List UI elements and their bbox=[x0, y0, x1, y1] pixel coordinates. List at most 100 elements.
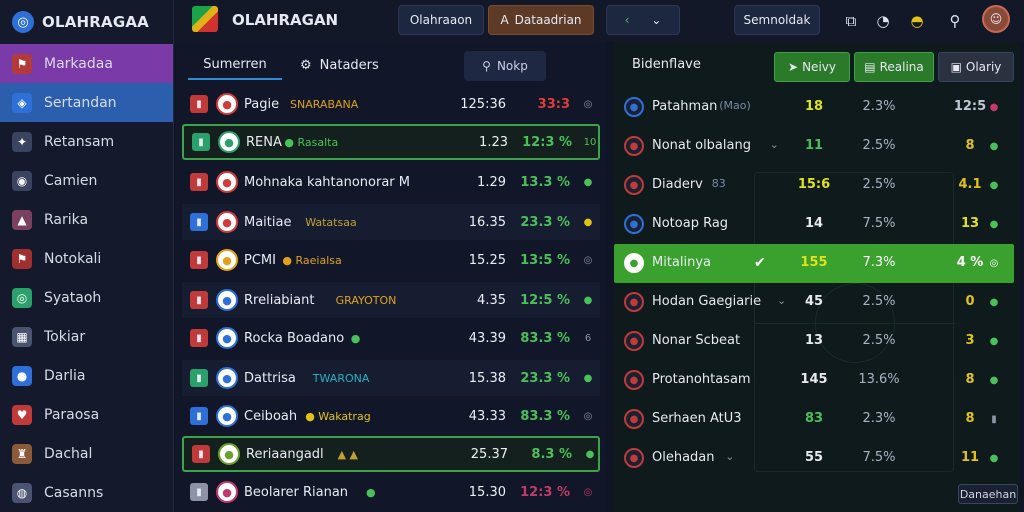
percent-value: 23.3 % bbox=[520, 214, 570, 230]
team-badge-icon: ● bbox=[216, 171, 238, 193]
realina-button[interactable]: ▤ Realina bbox=[854, 52, 934, 82]
matches-panel: Sumerren ⚙ Nataders ⚲ Nokp ▮ ● Pagie SNA… bbox=[176, 42, 606, 512]
sidebar-item[interactable]: ◎ Syataoh bbox=[0, 278, 173, 317]
sidebar-item[interactable]: ▲ Rarika bbox=[0, 200, 173, 239]
chevron-down-icon[interactable]: ⌄ bbox=[769, 138, 779, 151]
danaehan-label: Danaehan bbox=[959, 487, 1017, 501]
timer-icon[interactable]: ◔ bbox=[876, 12, 890, 30]
semnoldak-button[interactable]: Semnoldak bbox=[734, 5, 820, 35]
status-icon[interactable]: ● bbox=[989, 179, 999, 191]
team-name: Pagie bbox=[244, 96, 280, 112]
points-value: 145 bbox=[800, 372, 828, 387]
tab-nataders[interactable]: ⚙ Nataders bbox=[300, 50, 379, 80]
status-icon[interactable]: ◎ bbox=[989, 257, 999, 269]
export-icon[interactable]: ⧉ bbox=[845, 12, 857, 30]
rate-value: 2.5% bbox=[862, 294, 896, 309]
team-tag: ● Wakatrag bbox=[305, 409, 371, 423]
sidebar-item[interactable]: ● Darlia bbox=[0, 356, 173, 395]
dataadrian-button[interactable]: A Dataadrian bbox=[488, 5, 594, 35]
rate-value: 2.5% bbox=[862, 177, 896, 192]
table-row[interactable]: ▮ ● Pagie SNARABANA 125:36 33:3 ◎ bbox=[182, 86, 600, 122]
table-row[interactable]: ▮ ● Beolarer Rianan ● 15.30 12:3 % ◎ bbox=[182, 474, 600, 510]
team-tag: ● Rasalta bbox=[284, 135, 339, 149]
status-icon[interactable]: ● bbox=[583, 176, 593, 188]
status-icon[interactable]: ● bbox=[989, 452, 999, 464]
standings-row[interactable]: ● Diaderv 83 15:6 2.5% 4.1 ● bbox=[614, 166, 1014, 205]
sidebar-item[interactable]: ✦ Retansam bbox=[0, 122, 173, 161]
danaehan-button[interactable]: Danaehan bbox=[958, 484, 1018, 504]
check-icon: ✔ bbox=[754, 255, 766, 271]
status-icon[interactable]: ● bbox=[989, 296, 999, 308]
helmet-icon[interactable]: ◓ bbox=[910, 12, 924, 30]
olahraaon-button[interactable]: Olahraaon bbox=[398, 5, 484, 35]
chevron-down-icon[interactable]: ⌄ bbox=[777, 294, 787, 307]
standings-row[interactable]: ● Patahman (Mao) 18 2.3% 12:5 ● bbox=[614, 88, 1014, 127]
chevron-down-icon[interactable]: ⌄ bbox=[651, 13, 662, 27]
status-icon[interactable]: 10 bbox=[583, 136, 597, 148]
flag-icon: ▮ bbox=[192, 445, 210, 463]
standings-row[interactable]: ● Protanohtasam 145 13.6% 8 ● bbox=[614, 361, 1014, 400]
avatar[interactable]: ☺ bbox=[982, 5, 1010, 33]
points-value: 15:6 bbox=[797, 177, 831, 192]
status-icon[interactable]: ▮ bbox=[991, 413, 997, 425]
standings-row[interactable]: ● Serhaen AtU3 83 2.3% 8 ▮ bbox=[614, 400, 1014, 439]
standings-row[interactable]: ● Notoap Rag 14 7.5% 13 ● bbox=[614, 205, 1014, 244]
table-row[interactable]: ▮ ● Ceiboah ● Wakatrag 43.33 83.3 % ◎ bbox=[182, 398, 600, 434]
olariy-button[interactable]: ▣ Olariy bbox=[938, 52, 1014, 82]
flag-icon: ▮ bbox=[190, 483, 208, 501]
table-row[interactable]: ▮ ● Rocka Boadano ● 43.39 83.3 % 6 bbox=[182, 320, 600, 356]
standings-row[interactable]: ● Hodan Gaegiarie ⌄ 45 2.5% 0 ● bbox=[614, 283, 1014, 322]
status-icon[interactable]: ● bbox=[989, 101, 999, 113]
status-icon[interactable]: ◎ bbox=[583, 254, 593, 266]
status-icon[interactable]: ● bbox=[583, 216, 593, 228]
team-name: Mohnaka kahtanonorar M bbox=[244, 174, 410, 190]
standings-header: Bidenflave ➤ Neivy ▤ Realina ▣ Olariy bbox=[614, 42, 1020, 88]
status-icon[interactable]: ● bbox=[989, 218, 999, 230]
status-icon[interactable]: ◎ bbox=[583, 486, 593, 498]
table-row[interactable]: ▮ ● Maitiae Watatsaa 16.35 23.3 % ● bbox=[182, 204, 600, 240]
percent-value: 13.3 % bbox=[520, 174, 570, 190]
percent-value: 83.3 % bbox=[520, 408, 570, 424]
tab-sumerren[interactable]: Sumerren bbox=[188, 50, 282, 80]
table-row[interactable]: ▮ ● Rreliabiant GRAYOTON 4.35 12:5 % ● bbox=[182, 282, 600, 318]
sidebar-item[interactable]: ◈ Sertandan bbox=[0, 83, 173, 122]
standings-row[interactable]: ● Nonar Scbeat 13 2.5% 3 ● bbox=[614, 322, 1014, 361]
club-icon: ● bbox=[624, 253, 644, 273]
standings-row[interactable]: ● Nonat olbalang ⌄ 11 2.5% 8 ● bbox=[614, 127, 1014, 166]
team-name: RENA bbox=[246, 134, 282, 150]
sidebar-item[interactable]: ♜ Dachal bbox=[0, 434, 173, 473]
status-icon[interactable]: ● bbox=[989, 374, 999, 386]
status-icon[interactable]: ◎ bbox=[583, 98, 593, 110]
sidebar-item[interactable]: ▦ Tokiar bbox=[0, 317, 173, 356]
neivy-button[interactable]: ➤ Neivy bbox=[774, 52, 850, 82]
status-icon[interactable]: ● bbox=[583, 372, 593, 384]
chevron-left-icon[interactable]: ‹ bbox=[624, 13, 630, 27]
table-row[interactable]: ▮ ● Mohnaka kahtanonorar M 1.29 13.3 % ● bbox=[182, 164, 600, 200]
nav-arrows[interactable]: ‹ ⌄ bbox=[606, 5, 680, 35]
sidebar-item[interactable]: ⚑ Notokali bbox=[0, 239, 173, 278]
standings-row[interactable]: ● Mitalinya ✔ 155 7.3% 4 % ◎ bbox=[614, 244, 1014, 283]
status-icon[interactable]: ● bbox=[583, 294, 593, 306]
sidebar-item[interactable]: ◉ Camien bbox=[0, 161, 173, 200]
status-icon[interactable]: ◎ bbox=[583, 410, 593, 422]
flag-icon: ▮ bbox=[190, 407, 208, 425]
status-icon[interactable]: ● bbox=[989, 335, 999, 347]
sidebar-item[interactable]: ♥ Paraosa bbox=[0, 395, 173, 434]
sidebar-item[interactable]: ⚑ Markadaa bbox=[0, 44, 173, 83]
table-row[interactable]: ▮ ● Reriaangadl ▲ ▲ 25.37 8.3 % ● bbox=[182, 436, 600, 472]
sidebar-item-label: Camien bbox=[44, 172, 98, 189]
status-icon[interactable]: 6 bbox=[584, 332, 592, 344]
table-row[interactable]: ▮ ● RENA ● Rasalta 1.23 12:3 % 10 bbox=[182, 124, 600, 160]
sidebar-item-label: Notokali bbox=[44, 250, 102, 267]
chevron-down-icon[interactable]: ⌄ bbox=[725, 450, 735, 463]
status-icon[interactable]: ● bbox=[585, 448, 595, 460]
search-button[interactable]: ⚲ Nokp bbox=[464, 51, 546, 81]
points-value: 155 bbox=[800, 255, 828, 270]
table-row[interactable]: ▮ ● Dattrisa TWARONA 15.38 23.3 % ● bbox=[182, 360, 600, 396]
search-icon[interactable]: ⚲ bbox=[949, 12, 961, 30]
sidebar-item[interactable]: ◍ Casanns bbox=[0, 473, 173, 512]
flag-icon: ▮ bbox=[190, 173, 208, 191]
status-icon[interactable]: ● bbox=[989, 140, 999, 152]
table-row[interactable]: ▮ ● PCMI ● Raeialsa 15.25 13:5 % ◎ bbox=[182, 242, 600, 278]
standings-row[interactable]: ● Olehadan ⌄ 55 7.5% 11 ● bbox=[614, 439, 1014, 478]
